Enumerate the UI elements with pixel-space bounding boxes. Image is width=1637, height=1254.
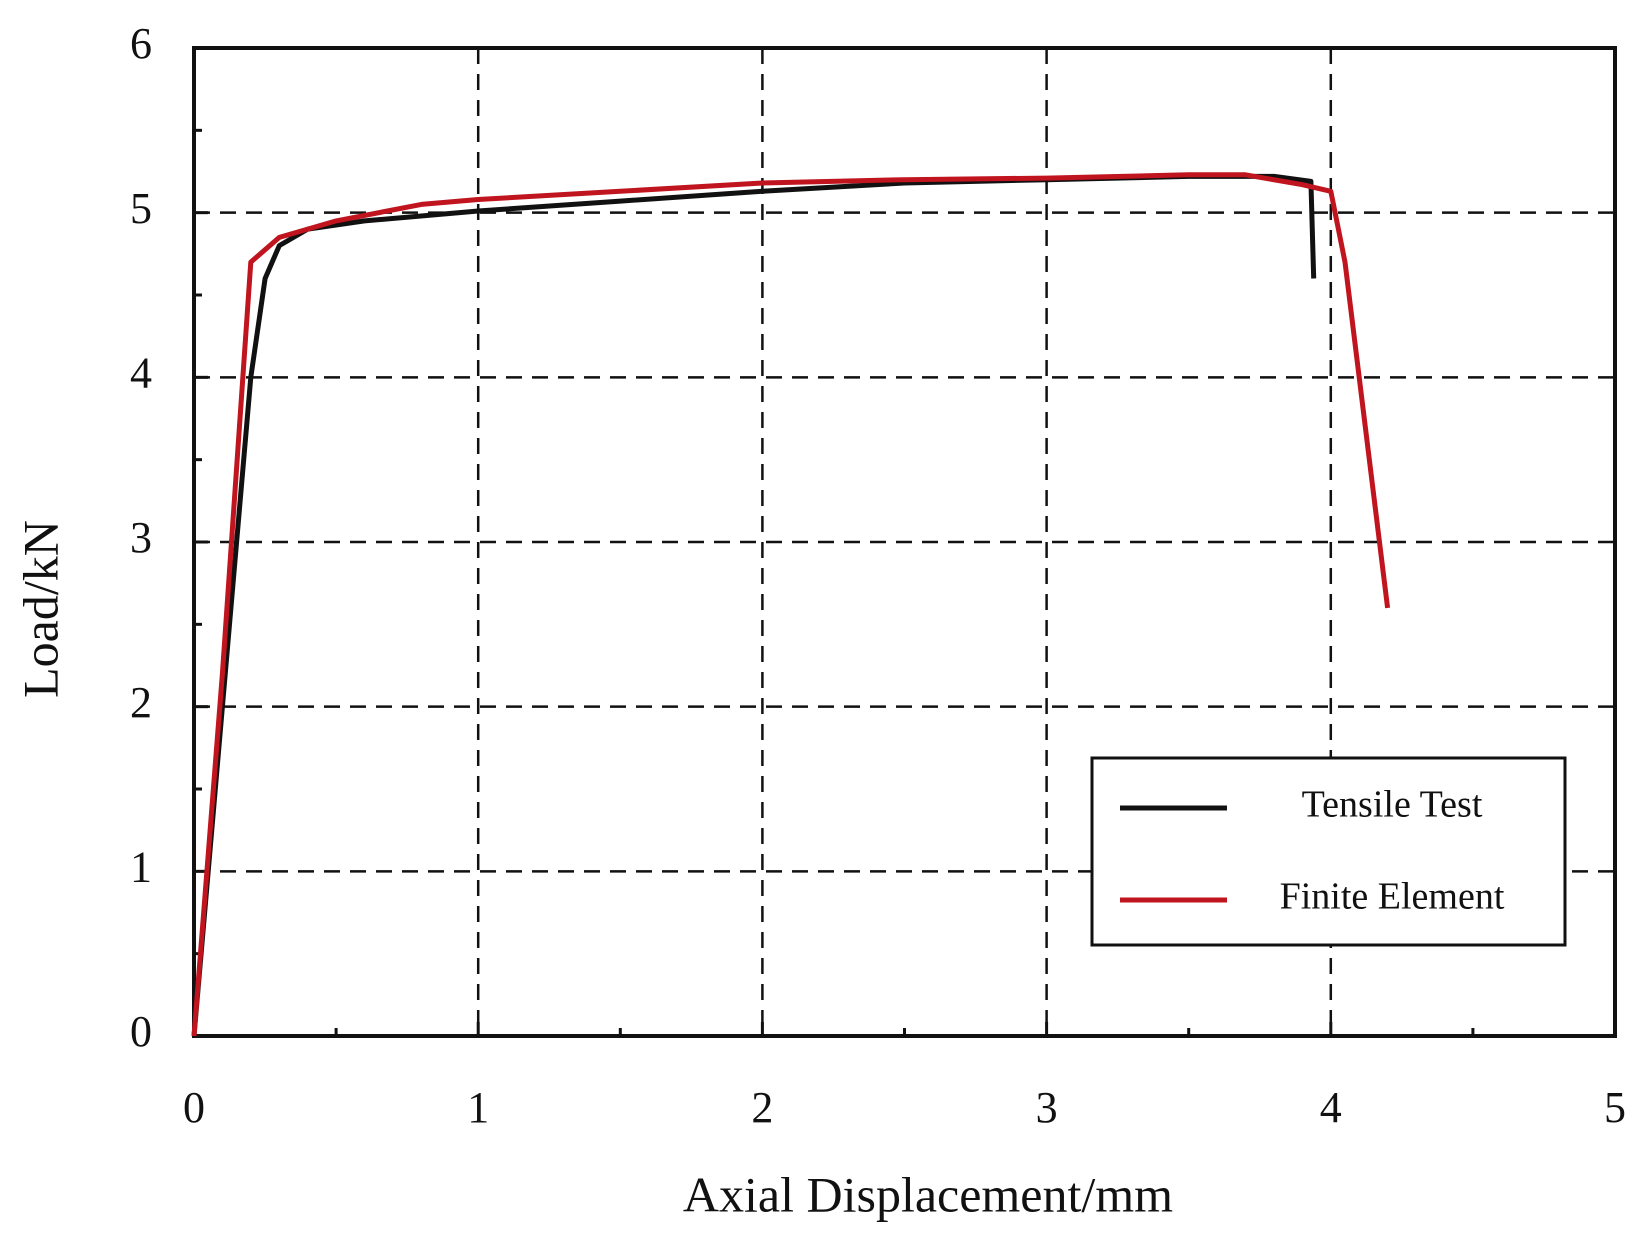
legend: Tensile Test Finite Element (1090, 756, 1567, 947)
x-tick-label: 3 (1036, 1083, 1058, 1132)
y-tick-label: 5 (130, 184, 152, 233)
legend-box (1090, 756, 1567, 947)
series-line (191, 172, 1391, 1037)
x-tick-label: 0 (183, 1083, 205, 1132)
x-axis-title: Axial Displacement/mm (683, 1166, 1173, 1222)
y-tick-label: 0 (130, 1007, 152, 1056)
legend-label: Tensile Test (1302, 784, 1483, 826)
x-tick-label: 4 (1320, 1083, 1342, 1132)
x-tick-label: 2 (751, 1083, 773, 1132)
x-tick-label: 5 (1604, 1083, 1626, 1132)
y-axis-title: Load/kN (12, 520, 68, 698)
y-tick-label: 3 (130, 513, 152, 562)
x-tick-label: 1 (467, 1083, 489, 1132)
plot-frame (192, 46, 1617, 1038)
legend-label: Finite Element (1280, 876, 1505, 918)
y-tick-label: 2 (130, 678, 152, 727)
y-tick-label: 1 (130, 842, 152, 891)
y-tick-label: 6 (130, 19, 152, 68)
y-tick-label: 4 (130, 348, 152, 397)
